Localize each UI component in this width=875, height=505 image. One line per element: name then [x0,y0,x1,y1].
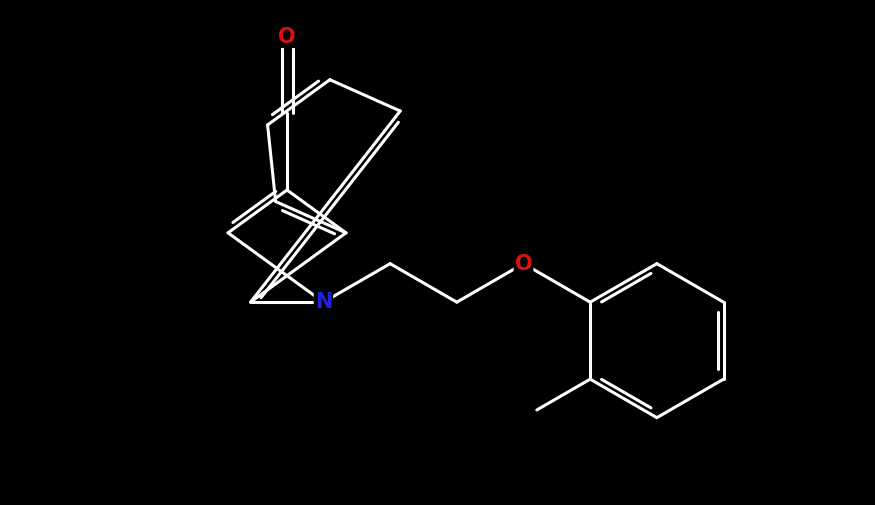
Text: O: O [514,254,532,274]
Text: O: O [278,27,296,47]
Text: N: N [315,292,332,312]
